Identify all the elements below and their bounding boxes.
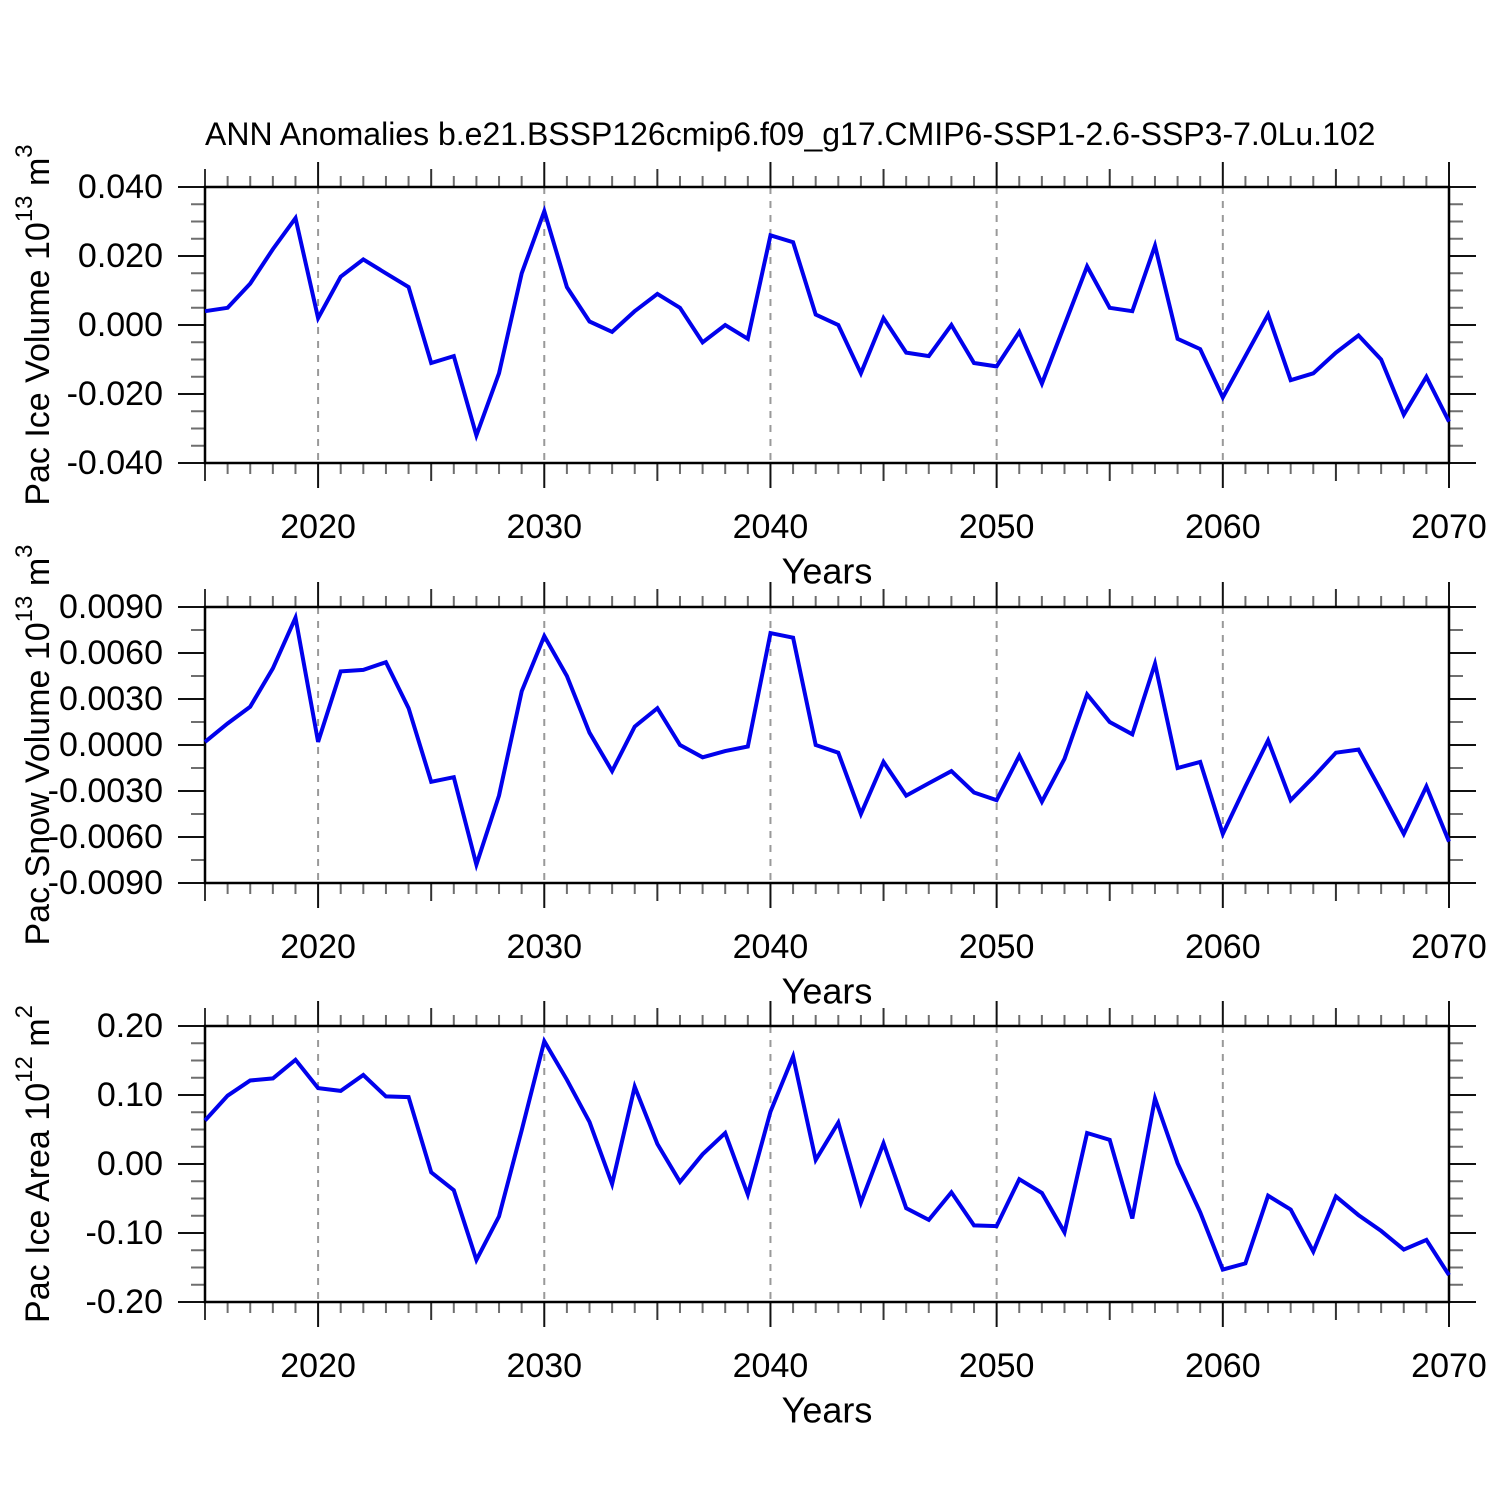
y-tick-label: 0.0090 — [59, 588, 163, 626]
y-tick-label: -0.10 — [86, 1214, 164, 1252]
figure-title: ANN Anomalies b.e21.BSSP126cmip6.f09_g17… — [205, 116, 1376, 152]
x-tick-label: 2020 — [280, 508, 356, 546]
x-tick-label: 2050 — [959, 508, 1035, 546]
y-tick-label: -0.20 — [86, 1283, 164, 1321]
y-tick-label: 0.0060 — [59, 634, 163, 672]
y-axis-title: Pac Snow Volume 1013 m3 — [11, 544, 58, 945]
y-tick-label: 0.20 — [97, 1007, 163, 1045]
y-tick-label: -0.0060 — [48, 818, 163, 856]
plot-border — [203, 605, 1451, 885]
y-axis-title: Pac Ice Volume 1013 m3 — [11, 144, 58, 505]
plot-border — [203, 1024, 1451, 1304]
y-tick-label: 0.000 — [78, 306, 163, 344]
x-tick-label: 2070 — [1411, 1347, 1487, 1385]
y-tick-label: -0.040 — [67, 444, 163, 482]
y-tick-label: 0.0030 — [59, 680, 163, 718]
y-axis-title: Pac Ice Area 1012 m2 — [11, 1005, 58, 1323]
pac-ice-volume-line — [204, 204, 1451, 442]
x-tick-label: 2070 — [1411, 928, 1487, 966]
x-tick-label: 2070 — [1411, 508, 1487, 546]
y-tick-label: 0.10 — [97, 1076, 163, 1114]
x-tick-label: 2060 — [1185, 1347, 1261, 1385]
x-tick-label: 2020 — [280, 928, 356, 966]
pac-snow-volume-line — [203, 610, 1451, 872]
x-tick-label: 2060 — [1185, 508, 1261, 546]
x-tick-label: 2030 — [506, 1347, 582, 1385]
y-tick-label: 0.00 — [97, 1145, 163, 1183]
x-tick-label: 2050 — [959, 928, 1035, 966]
y-tick-label: -0.0090 — [48, 864, 163, 902]
plot-border — [203, 185, 1451, 465]
x-tick-label: 2020 — [280, 1347, 356, 1385]
x-tick-label: 2050 — [959, 1347, 1035, 1385]
x-axis-title: Years — [782, 971, 873, 1012]
x-tick-label: 2060 — [1185, 928, 1261, 966]
pac-ice-area-line — [203, 1035, 1451, 1277]
x-tick-label: 2030 — [506, 508, 582, 546]
x-tick-label: 2040 — [733, 928, 809, 966]
y-tick-label: 0.040 — [78, 168, 163, 206]
x-axis-title: Years — [782, 551, 873, 592]
x-tick-label: 2040 — [733, 508, 809, 546]
x-tick-label: 2040 — [733, 1347, 809, 1385]
y-tick-label: 0.020 — [78, 237, 163, 275]
x-tick-label: 2030 — [506, 928, 582, 966]
x-axis-title: Years — [782, 1390, 873, 1431]
y-tick-label: -0.020 — [67, 375, 163, 413]
y-tick-label: 0.0000 — [59, 726, 163, 764]
y-tick-label: -0.0030 — [48, 772, 163, 810]
